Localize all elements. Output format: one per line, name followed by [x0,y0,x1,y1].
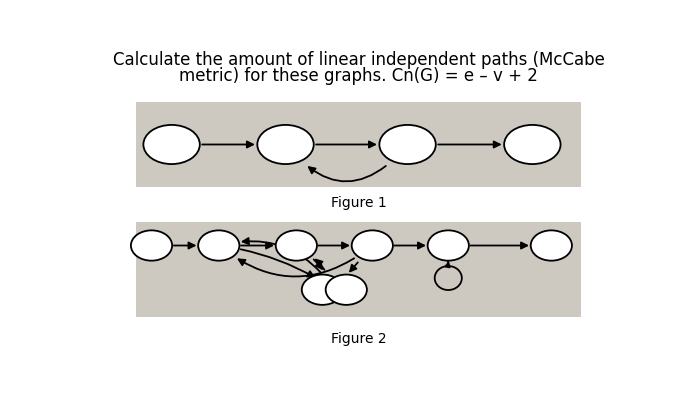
Text: Figure 1: Figure 1 [331,196,386,209]
Ellipse shape [326,275,367,305]
Text: Calculate the amount of linear independent paths (McCabe: Calculate the amount of linear independe… [113,51,605,69]
Ellipse shape [351,231,393,261]
Ellipse shape [258,126,314,165]
Ellipse shape [276,231,317,261]
Bar [136,103,581,188]
Ellipse shape [198,231,239,261]
Ellipse shape [435,266,462,290]
Ellipse shape [531,231,572,261]
Text: metric) for these graphs. Cn(G) = e – v + 2: metric) for these graphs. Cn(G) = e – v … [179,66,538,84]
Text: Figure 2: Figure 2 [331,331,386,345]
Ellipse shape [428,231,469,261]
Ellipse shape [379,126,436,165]
Ellipse shape [131,231,172,261]
Ellipse shape [302,275,343,305]
Ellipse shape [144,126,200,165]
Ellipse shape [504,126,561,165]
Bar [136,222,581,317]
